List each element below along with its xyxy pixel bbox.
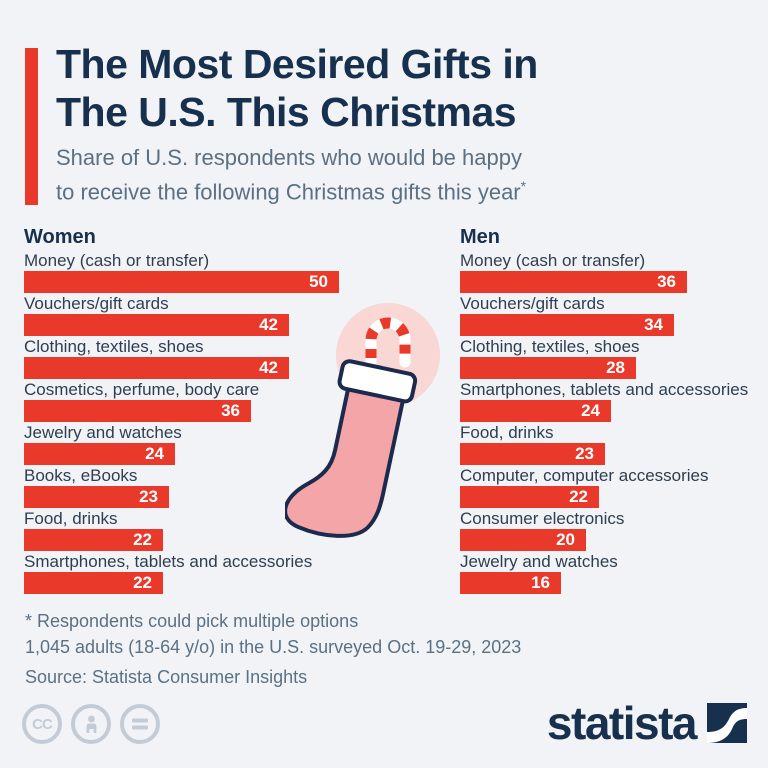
bar-row: Money (cash or transfer) 50 bbox=[24, 250, 444, 293]
bar-label: Jewelry and watches bbox=[460, 552, 618, 571]
statista-logo-square-icon bbox=[707, 703, 747, 743]
bar-row: Smartphones, tablets and accessories 24 bbox=[460, 379, 760, 422]
statista-logo-text: statista bbox=[546, 697, 698, 749]
bar-label: Money (cash or transfer) bbox=[460, 251, 646, 270]
title-line-1: The Most Desired Gifts in bbox=[56, 41, 538, 87]
bar-row: Money (cash or transfer) 36 bbox=[460, 250, 760, 293]
bar: 22 bbox=[460, 486, 599, 508]
no-derivatives-equals-icon[interactable] bbox=[120, 704, 160, 744]
bar: 42 bbox=[24, 357, 289, 379]
bar: 24 bbox=[24, 443, 175, 465]
attribution-person-icon[interactable] bbox=[71, 704, 111, 744]
bar-value-label: 24 bbox=[581, 401, 600, 420]
bar-value-label: 16 bbox=[531, 573, 550, 592]
bar-label: Smartphones, tablets and accessories bbox=[460, 380, 749, 399]
group-header-women: Women bbox=[24, 226, 96, 248]
bar-row: Jewelry and watches 24 bbox=[24, 422, 444, 465]
chart-column-women: Women Money (cash or transfer) 50 Vouchers… bbox=[24, 226, 444, 594]
bar: 28 bbox=[460, 357, 636, 379]
bar-label: Books, eBooks bbox=[24, 466, 138, 485]
title-accent-bar bbox=[25, 48, 38, 205]
bar-row: Clothing, textiles, shoes 28 bbox=[460, 336, 760, 379]
bar-row: Consumer electronics 20 bbox=[460, 508, 760, 551]
chart-column-men: Men Money (cash or transfer) 36 Vouchers/g… bbox=[460, 226, 760, 594]
bar-row: Vouchers/gift cards 34 bbox=[460, 293, 760, 336]
bar-label: Vouchers/gift cards bbox=[460, 294, 605, 313]
bar-row: Food, drinks 22 bbox=[24, 508, 444, 551]
bar-value-label: 20 bbox=[556, 530, 575, 549]
statista-logo[interactable]: statista bbox=[547, 700, 747, 746]
bar-value-label: 42 bbox=[259, 358, 278, 377]
page-title: The Most Desired Gifts in The U.S. This … bbox=[56, 40, 538, 136]
bar-value-label: 36 bbox=[221, 401, 240, 420]
bar-value-label: 23 bbox=[139, 487, 158, 506]
bar-label: Jewelry and watches bbox=[24, 423, 182, 442]
bar: 22 bbox=[24, 529, 163, 551]
footnote-source: Source: Statista Consumer Insights bbox=[25, 667, 308, 687]
bar: 36 bbox=[24, 400, 251, 422]
footnotes: * Respondents could pick multiple option… bbox=[25, 608, 521, 690]
bar-label: Vouchers/gift cards bbox=[24, 294, 169, 313]
bar-group-men: Money (cash or transfer) 36 Vouchers/gift … bbox=[460, 250, 760, 594]
bar-value-label: 22 bbox=[569, 487, 588, 506]
bar-label: Consumer electronics bbox=[460, 509, 625, 528]
bar-value-label: 23 bbox=[575, 444, 594, 463]
bar-row: Smartphones, tablets and accessories 22 bbox=[24, 551, 444, 594]
bar-label: Cosmetics, perfume, body care bbox=[24, 380, 260, 399]
bar-value-label: 24 bbox=[145, 444, 164, 463]
bar-label: Clothing, textiles, shoes bbox=[460, 337, 640, 356]
bar-value-label: 50 bbox=[309, 272, 328, 291]
bar-label: Money (cash or transfer) bbox=[24, 251, 210, 270]
bar: 34 bbox=[460, 314, 674, 336]
page-subtitle: Share of U.S. respondents who would be h… bbox=[56, 143, 526, 206]
bar: 50 bbox=[24, 271, 339, 293]
bar-value-label: 42 bbox=[259, 315, 278, 334]
cc-label: CC bbox=[32, 715, 53, 733]
cc-icon[interactable]: CC bbox=[22, 704, 62, 744]
bar-row: Food, drinks 23 bbox=[460, 422, 760, 465]
title-line-2: The U.S. This Christmas bbox=[56, 89, 517, 135]
bar-value-label: 22 bbox=[133, 573, 152, 592]
bar-value-label: 22 bbox=[133, 530, 152, 549]
bar-group-women: Money (cash or transfer) 50 Vouchers/gift … bbox=[24, 250, 444, 594]
bar-label: Food, drinks bbox=[24, 509, 118, 528]
bar-row: Vouchers/gift cards 42 bbox=[24, 293, 444, 336]
footnote-options: * Respondents could pick multiple option… bbox=[25, 611, 359, 631]
footnote-asterisk: * bbox=[520, 178, 527, 194]
license-badges: CC bbox=[22, 704, 160, 744]
bar: 23 bbox=[24, 486, 169, 508]
bar: 16 bbox=[460, 572, 561, 594]
bar-row: Books, eBooks 23 bbox=[24, 465, 444, 508]
bar-row: Cosmetics, perfume, body care 36 bbox=[24, 379, 444, 422]
group-header-men: Men bbox=[460, 226, 500, 248]
bar-label: Smartphones, tablets and accessories bbox=[24, 552, 313, 571]
subtitle-line-2: to receive the following Christmas gifts… bbox=[56, 178, 527, 205]
bar-value-label: 36 bbox=[657, 272, 676, 291]
bar: 23 bbox=[460, 443, 605, 465]
bar-label: Clothing, textiles, shoes bbox=[24, 337, 204, 356]
bar-row: Computer, computer accessories 22 bbox=[460, 465, 760, 508]
bar: 22 bbox=[24, 572, 163, 594]
bar: 24 bbox=[460, 400, 611, 422]
bar-value-label: 34 bbox=[644, 315, 663, 334]
bar: 20 bbox=[460, 529, 586, 551]
subtitle-line-1: Share of U.S. respondents who would be h… bbox=[56, 145, 522, 170]
bar-row: Jewelry and watches 16 bbox=[460, 551, 760, 594]
bar-label: Food, drinks bbox=[460, 423, 554, 442]
bar: 42 bbox=[24, 314, 289, 336]
bar-label: Computer, computer accessories bbox=[460, 466, 709, 485]
bar: 36 bbox=[460, 271, 687, 293]
bar-row: Clothing, textiles, shoes 42 bbox=[24, 336, 444, 379]
footnote-sample: 1,045 adults (18-64 y/o) in the U.S. sur… bbox=[25, 637, 522, 657]
bar-value-label: 28 bbox=[606, 358, 625, 377]
